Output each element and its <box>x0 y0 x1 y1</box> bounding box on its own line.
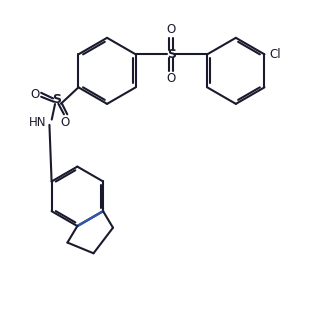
Text: S: S <box>167 48 176 61</box>
Text: O: O <box>167 72 176 85</box>
Text: O: O <box>61 116 70 129</box>
Text: O: O <box>31 88 40 101</box>
Text: O: O <box>167 23 176 36</box>
Text: HN: HN <box>29 116 46 129</box>
Text: Cl: Cl <box>269 48 281 61</box>
Text: S: S <box>53 93 62 106</box>
